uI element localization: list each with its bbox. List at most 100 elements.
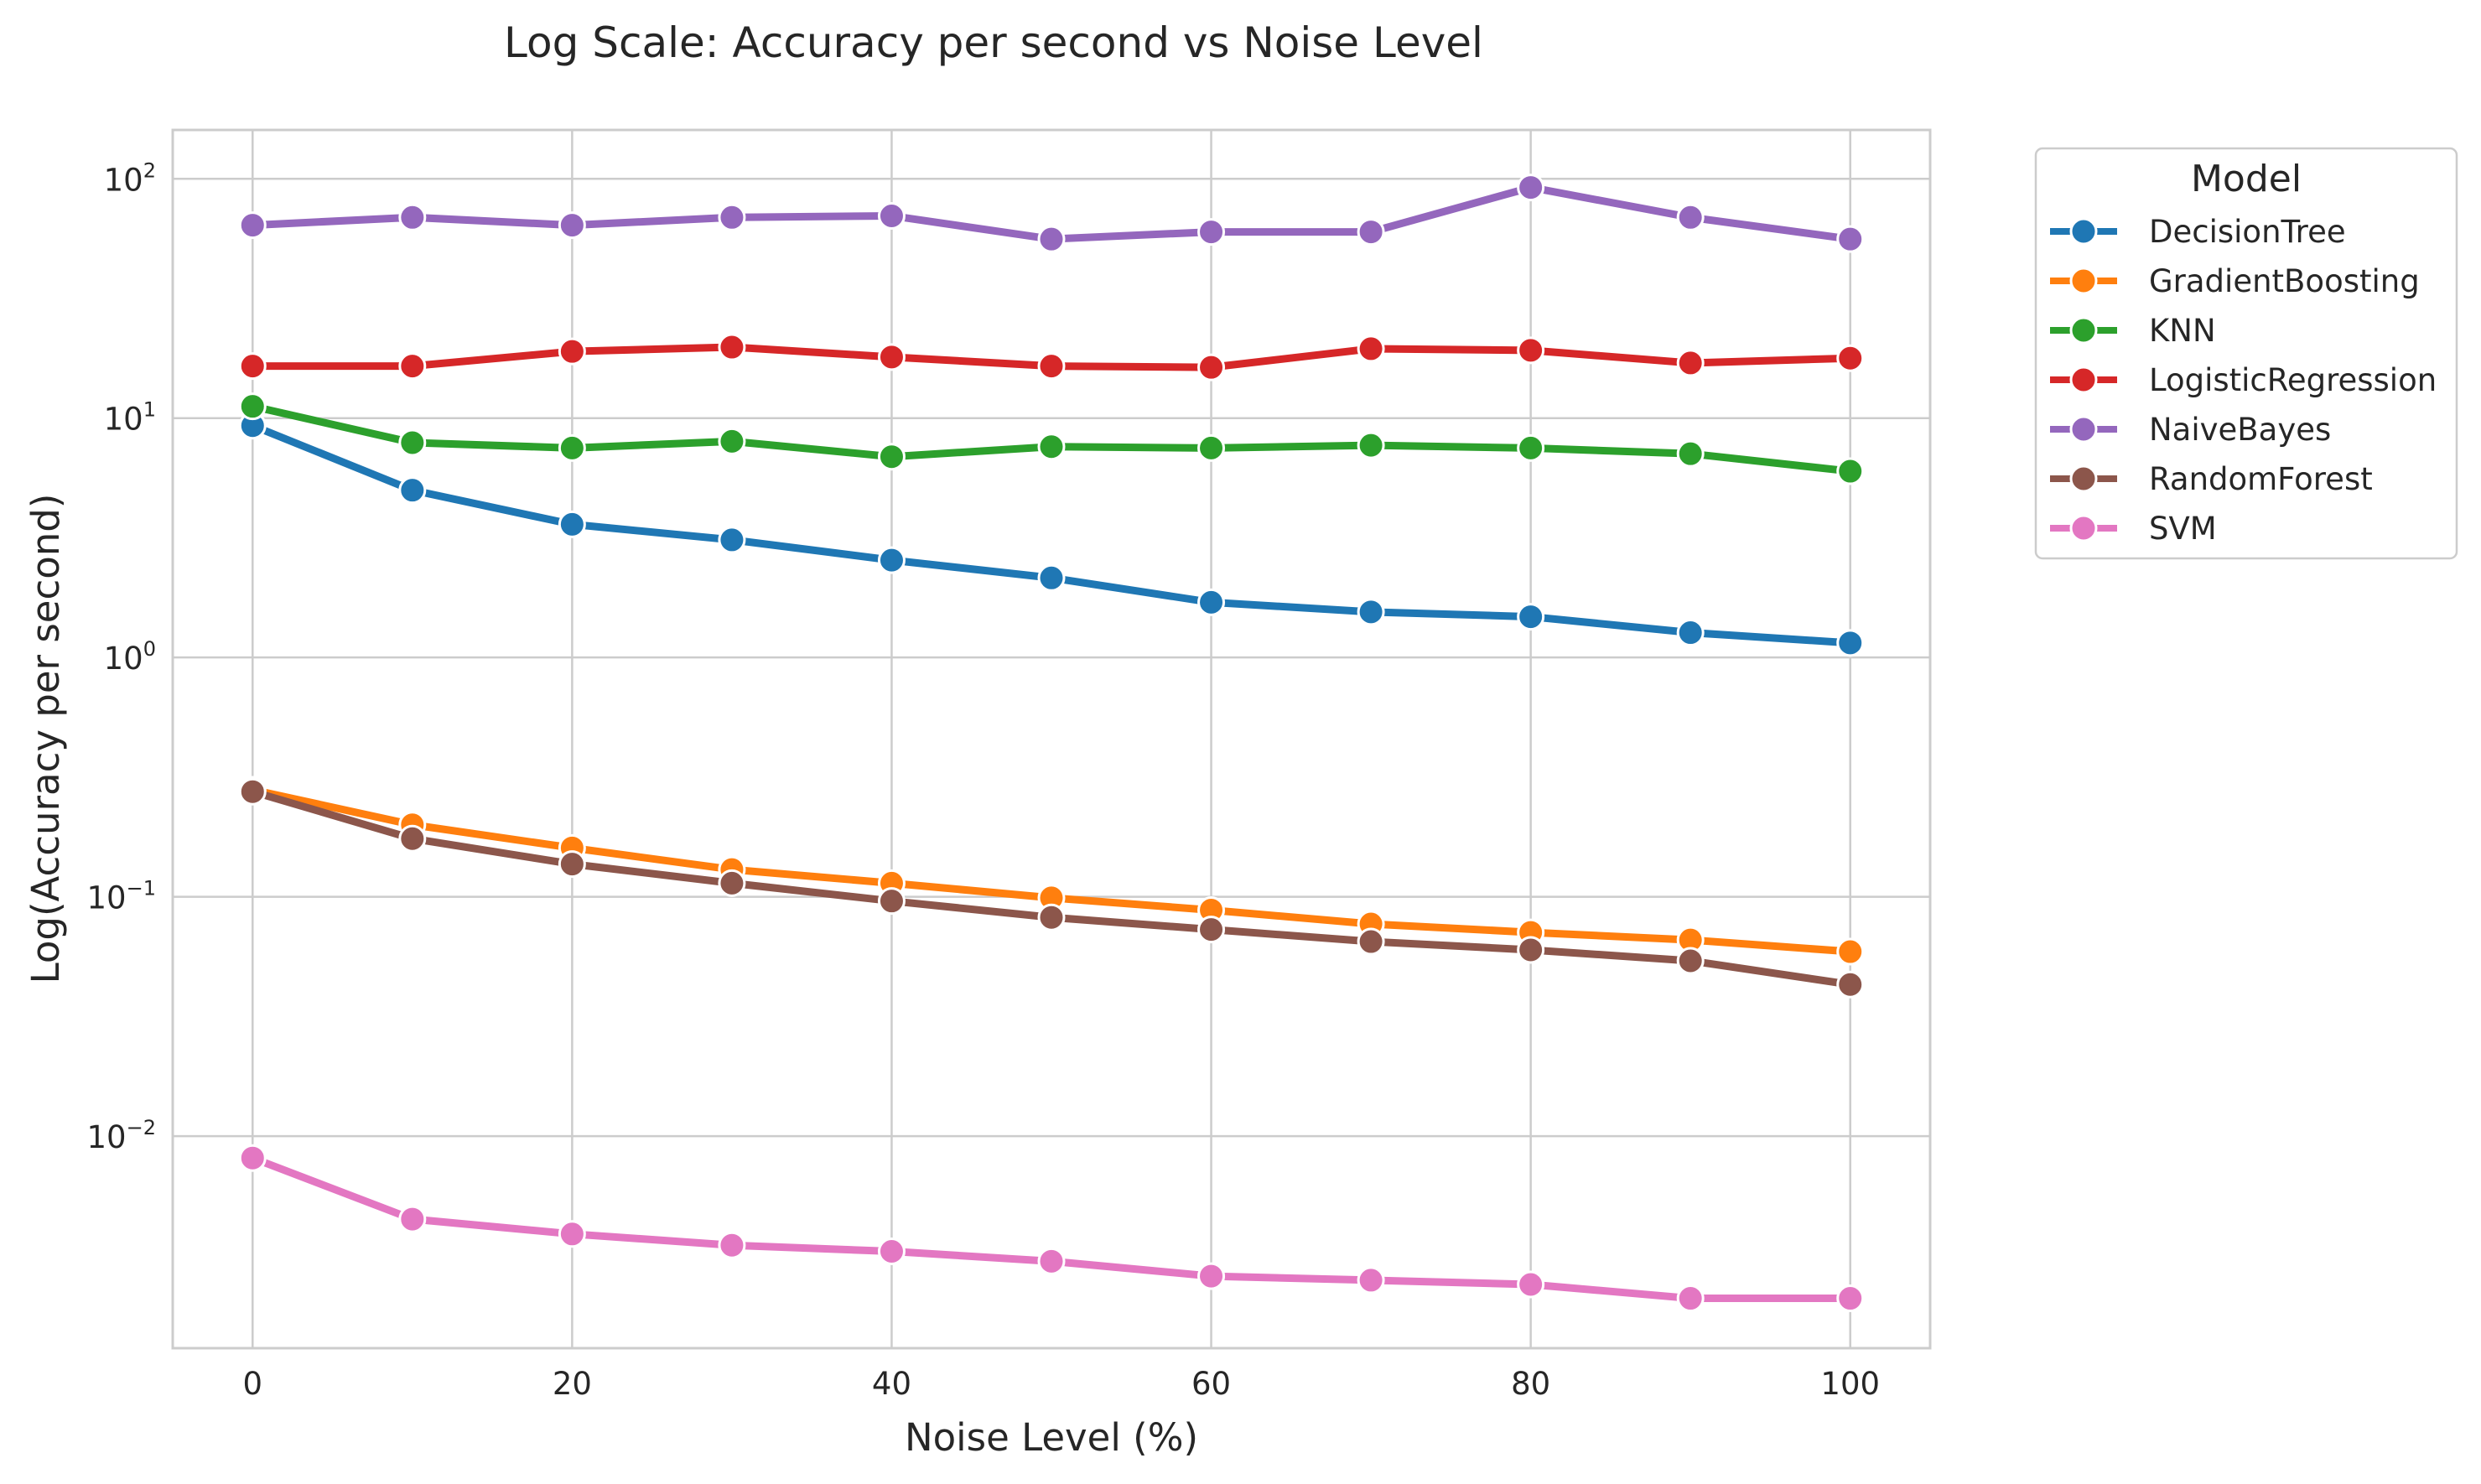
data-point-logisticregression <box>1037 352 1066 381</box>
data-point-svm <box>558 1220 586 1248</box>
data-point-naivebayes <box>398 203 427 231</box>
y-tick-label: 10−1 <box>87 877 156 916</box>
data-point-logisticregression <box>1197 353 1226 381</box>
y-axis-label: Log(Accuracy per second) <box>23 494 68 984</box>
data-point-svm <box>1357 1266 1385 1295</box>
data-point-decisiontree <box>1517 603 1545 631</box>
series-knn <box>238 392 1865 485</box>
series-randomforest <box>238 777 1865 999</box>
legend-label: NaiveBayes <box>2149 412 2331 448</box>
legend-label: LogisticRegression <box>2149 362 2437 398</box>
series-gradientboosting <box>238 776 1865 966</box>
legend-label: DecisionTree <box>2149 214 2346 250</box>
data-point-logisticregression <box>398 352 427 381</box>
data-point-svm <box>877 1238 906 1266</box>
data-point-decisiontree <box>877 546 906 574</box>
legend-title: Model <box>2191 158 2302 200</box>
series-decisiontree <box>238 412 1865 657</box>
data-point-knn <box>718 427 746 455</box>
data-point-decisiontree <box>1357 598 1385 626</box>
data-point-decisiontree <box>1037 563 1066 592</box>
series-layer <box>238 174 1865 1313</box>
legend-entry-svm: SVM <box>2050 511 2217 547</box>
data-point-randomforest <box>1357 927 1385 956</box>
data-point-logisticregression <box>1357 335 1385 363</box>
series-logisticregression <box>238 333 1865 381</box>
data-point-naivebayes <box>1676 203 1705 231</box>
legend-label: RandomForest <box>2149 461 2373 497</box>
legend-entry-naivebayes: NaiveBayes <box>2050 412 2331 448</box>
x-axis-label: Noise Level (%) <box>905 1415 1198 1460</box>
data-point-knn <box>1357 431 1385 459</box>
legend-items: DecisionTree GradientBoosting KNN LogisticR… <box>2050 214 2437 547</box>
x-tick-label: 20 <box>553 1366 592 1402</box>
x-tick-label: 40 <box>872 1366 911 1402</box>
legend-entry-randomforest: RandomForest <box>2050 461 2373 497</box>
data-point-naivebayes <box>1836 225 1865 253</box>
data-point-naivebayes <box>1357 218 1385 246</box>
data-point-logisticregression <box>558 337 586 366</box>
y-tick-label: 100 <box>104 637 156 677</box>
data-point-decisiontree <box>1676 619 1705 647</box>
data-point-svm <box>718 1231 746 1259</box>
legend-marker <box>2069 366 2098 394</box>
x-tick-label: 80 <box>1511 1366 1550 1402</box>
series-svm <box>238 1144 1865 1313</box>
data-point-randomforest <box>1676 947 1705 975</box>
data-point-knn <box>877 443 906 471</box>
data-point-logisticregression <box>1676 349 1705 377</box>
data-point-naivebayes <box>1197 218 1226 246</box>
data-point-naivebayes <box>877 201 906 230</box>
data-point-logisticregression <box>718 333 746 361</box>
data-point-knn <box>1197 433 1226 462</box>
tick-layer: 0 20 40 60 80 100 102 101 100 10−1 10−2 <box>87 158 1881 1402</box>
chart-title: Log Scale: Accuracy per second vs Noise … <box>504 18 1483 67</box>
data-point-randomforest <box>1836 970 1865 999</box>
legend-label: SVM <box>2149 511 2217 547</box>
data-point-knn <box>1037 433 1066 461</box>
data-point-logisticregression <box>238 352 267 381</box>
data-point-randomforest <box>877 887 906 916</box>
data-point-randomforest <box>1037 903 1066 931</box>
data-point-svm <box>1836 1284 1865 1313</box>
x-tick-label: 60 <box>1191 1366 1231 1402</box>
data-point-gradientboosting <box>1836 937 1865 966</box>
legend-label: GradientBoosting <box>2149 263 2420 299</box>
legend-box <box>2034 147 2458 560</box>
plot-area-frame <box>171 128 1932 1350</box>
series-line-svm <box>248 1154 1855 1303</box>
legend-marker <box>2069 415 2098 444</box>
data-point-svm <box>398 1205 427 1233</box>
legend-entry-logisticregression: LogisticRegression <box>2050 362 2437 398</box>
data-point-decisiontree <box>398 476 427 505</box>
data-point-svm <box>1197 1262 1226 1290</box>
data-point-knn <box>1676 439 1705 468</box>
data-point-randomforest <box>718 869 746 897</box>
y-tick-label: 10−2 <box>87 1116 156 1155</box>
data-point-knn <box>558 433 586 462</box>
legend-entry-decisiontree: DecisionTree <box>2050 214 2346 250</box>
legend: Model DecisionTree GradientBoosting KNN Log… <box>2034 147 2458 560</box>
data-point-naivebayes <box>238 211 267 240</box>
data-point-randomforest <box>398 824 427 853</box>
x-tick-label: 0 <box>242 1366 262 1402</box>
data-point-randomforest <box>1517 936 1545 964</box>
data-point-randomforest <box>238 777 267 806</box>
legend-marker <box>2069 217 2098 246</box>
data-point-randomforest <box>1197 916 1226 944</box>
data-point-logisticregression <box>877 343 906 371</box>
data-point-naivebayes <box>1517 174 1545 202</box>
data-point-svm <box>1037 1247 1066 1275</box>
data-point-knn <box>398 428 427 457</box>
data-point-knn <box>1517 433 1545 462</box>
data-point-decisiontree <box>1836 629 1865 657</box>
legend-entry-gradientboosting: GradientBoosting <box>2050 263 2420 299</box>
x-tick-label: 100 <box>1820 1366 1880 1402</box>
series-naivebayes <box>238 174 1865 253</box>
y-tick-label: 102 <box>104 158 156 198</box>
y-tick-label: 101 <box>104 398 156 438</box>
data-point-randomforest <box>558 850 586 879</box>
data-point-naivebayes <box>718 203 746 231</box>
data-point-svm <box>238 1144 267 1172</box>
